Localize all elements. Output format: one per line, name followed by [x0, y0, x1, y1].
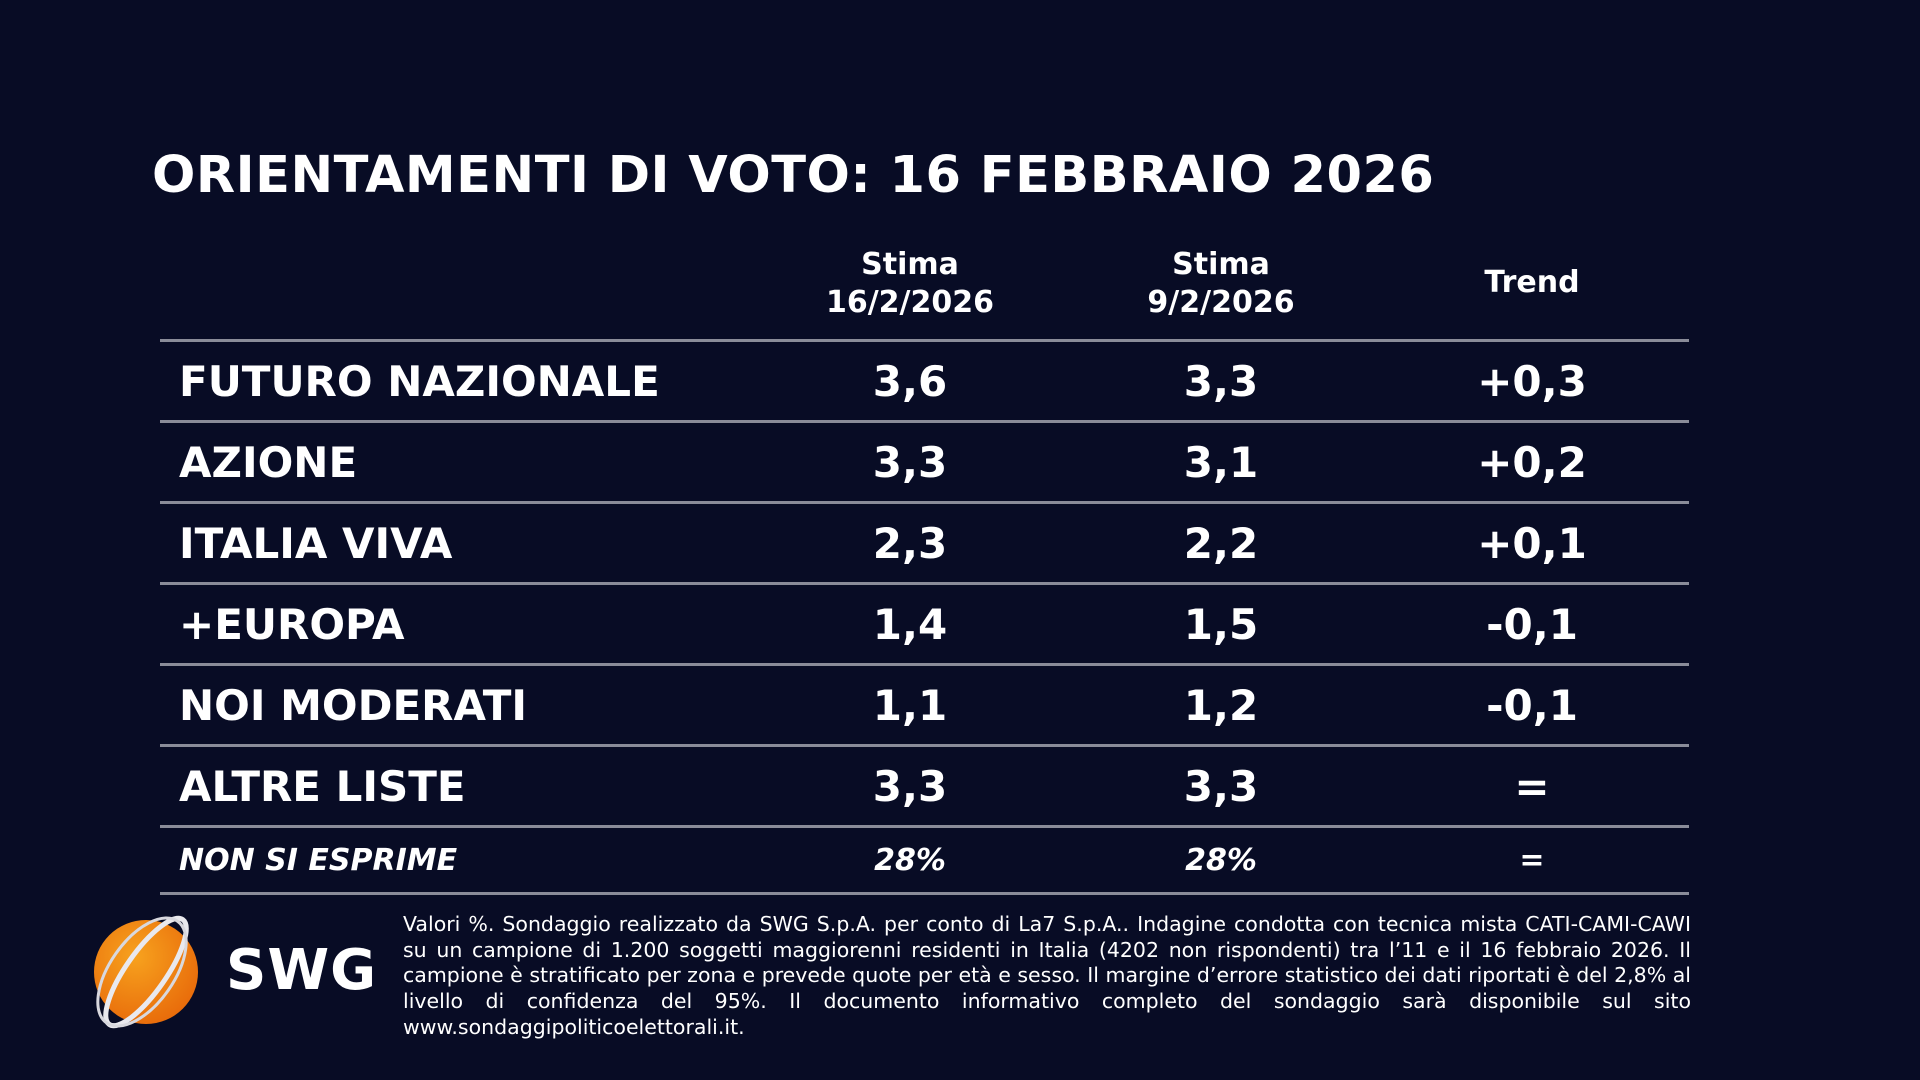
party-name: ITALIA VIVA [179, 518, 453, 568]
party-name: AZIONE [179, 437, 358, 487]
previous-value: 2,2 [1183, 518, 1259, 568]
trend-value: -0,1 [1486, 599, 1578, 649]
party-name: +EUROPA [179, 599, 405, 649]
party-name: NOI MODERATI [179, 680, 528, 730]
trend-value: = [1514, 761, 1550, 811]
current-value: 3,3 [872, 437, 948, 487]
current-value: 28% [874, 842, 946, 878]
previous-value: 3,3 [1183, 356, 1259, 406]
trend-value: +0,3 [1477, 356, 1587, 406]
party-name: FUTURO NAZIONALE [179, 356, 660, 406]
poll-table: Stima 16/2/2026 Stima 9/2/2026 Trend FUT… [160, 240, 1689, 895]
previous-value: 1,5 [1183, 599, 1259, 649]
globe-icon [94, 915, 198, 1029]
current-value: 1,4 [872, 599, 948, 649]
previous-value: 28% [1185, 842, 1257, 878]
page-title: ORIENTAMENTI DI VOTO: 16 FEBBRAIO 2026 [152, 146, 1435, 205]
table-row: NOI MODERATI 1,1 1,2 -0,1 [160, 666, 1689, 747]
trend-value: -0,1 [1486, 680, 1578, 730]
trend-value: +0,2 [1477, 437, 1587, 487]
table-row: AZIONE 3,3 3,1 +0,2 [160, 423, 1689, 504]
table-row: NON SI ESPRIME 28% 28% = [160, 828, 1689, 895]
party-name: ALTRE LISTE [179, 761, 466, 811]
previous-value: 3,1 [1183, 437, 1259, 487]
table-header: Stima 16/2/2026 Stima 9/2/2026 Trend [160, 240, 1689, 342]
table-row: +EUROPA 1,4 1,5 -0,1 [160, 585, 1689, 666]
table-row: FUTURO NAZIONALE 3,6 3,3 +0,3 [160, 342, 1689, 423]
current-value: 3,6 [872, 356, 948, 406]
header-previous: Stima 9/2/2026 [1147, 247, 1295, 320]
trend-value: = [1519, 842, 1545, 878]
table-row: ALTRE LISTE 3,3 3,3 = [160, 747, 1689, 828]
previous-value: 3,3 [1183, 761, 1259, 811]
previous-value: 1,2 [1183, 680, 1259, 730]
current-value: 3,3 [872, 761, 948, 811]
current-value: 1,1 [872, 680, 948, 730]
current-value: 2,3 [872, 518, 948, 568]
trend-value: +0,1 [1477, 518, 1587, 568]
header-trend: Trend [1484, 265, 1580, 300]
logo-text: SWG [226, 938, 378, 1003]
table-row: ITALIA VIVA 2,3 2,2 +0,1 [160, 504, 1689, 585]
header-current: Stima 16/2/2026 [825, 247, 995, 320]
swg-logo: SWG [80, 910, 380, 1035]
methodology-note: Valori %. Sondaggio realizzato da SWG S.… [403, 912, 1691, 1039]
party-name: NON SI ESPRIME [179, 842, 458, 878]
